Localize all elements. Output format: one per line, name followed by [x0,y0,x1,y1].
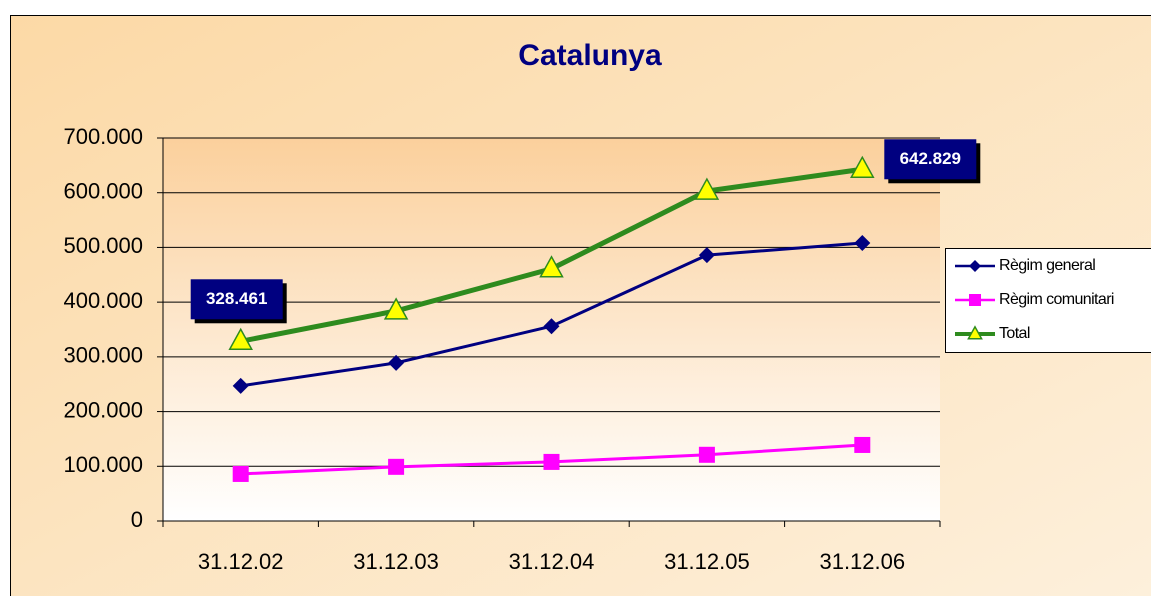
y-tick-label: 100.000 [63,452,143,477]
x-tick-label: 31.12.06 [819,549,905,574]
point [388,459,404,475]
y-tick-label: 600.000 [63,179,143,204]
data-label: 328.461 [206,289,267,308]
y-tick-label: 500.000 [63,233,143,258]
y-tick-label: 700.000 [63,124,143,149]
x-tick-label: 31.12.03 [353,549,439,574]
x-tick-label: 31.12.05 [664,549,750,574]
y-tick-label: 400.000 [63,288,143,313]
y-tick-label: 0 [131,507,143,532]
y-tick-label: 200.000 [63,397,143,422]
y-tick-label: 300.000 [63,343,143,368]
legend-label: Règim general [999,257,1095,274]
point [544,454,560,470]
legend-label: Règim comunitari [999,291,1114,308]
point [233,466,249,482]
x-tick-label: 31.12.02 [198,549,284,574]
point [699,447,715,463]
data-label: 642.829 [900,149,961,168]
legend-marker [969,294,981,306]
point [854,437,870,453]
legend-label: Total [999,325,1030,342]
chart-title: Catalunya [518,39,662,72]
x-tick-label: 31.12.04 [509,549,595,574]
